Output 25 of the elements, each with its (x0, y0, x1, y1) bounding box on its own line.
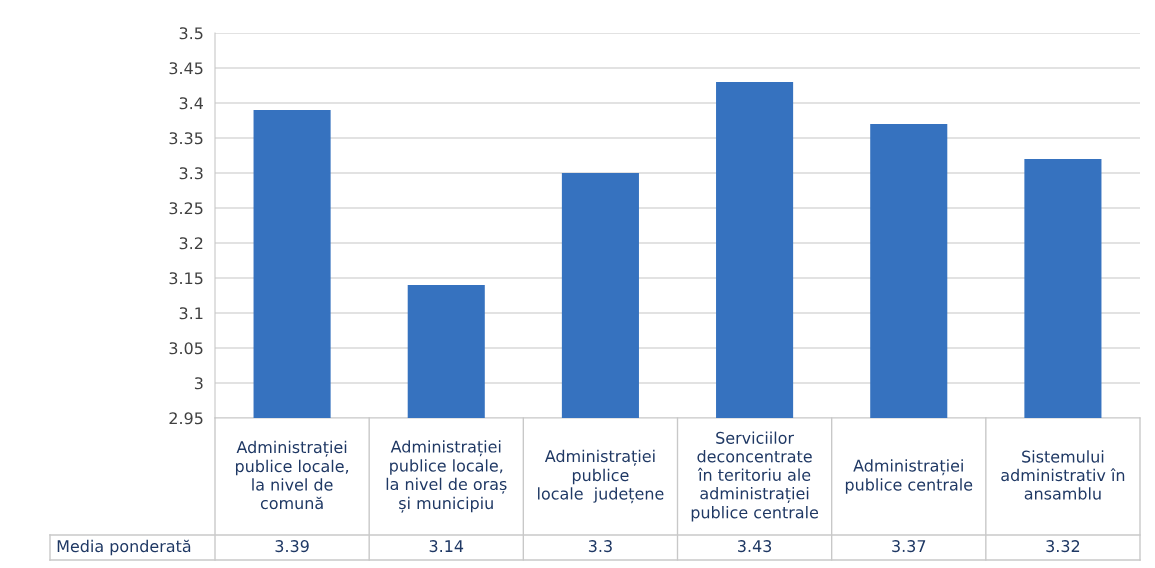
data-label: 3.37 (892, 540, 926, 553)
data-label: 3.39 (275, 540, 309, 553)
x-tick-label: Administrației publice centrale (845, 459, 973, 494)
text: Media ponderată (57, 539, 191, 556)
y-tick-label: 3.2 (179, 237, 203, 250)
y-tick-label: 3.45 (169, 62, 203, 75)
y-tick-label: 3 (194, 377, 203, 390)
data-label: 3.43 (738, 540, 772, 553)
x-tick-label: Administrației publice locale, la nivel de oraș și municipiu (386, 440, 507, 513)
y-tick-label: 3.05 (169, 342, 203, 355)
data-label: 3.3 (588, 540, 612, 553)
y-tick-label: 3.4 (179, 97, 203, 110)
y-tick-label: 3.15 (169, 272, 203, 285)
data-label: 3.32 (1046, 540, 1080, 553)
x-tick-label: Administrației publice locale județene (538, 449, 664, 504)
x-tick-label: Sistemului administrativ în ansamblu (1001, 450, 1125, 500)
y-tick-label: 3.5 (179, 27, 203, 40)
data-label: 3.14 (429, 540, 464, 553)
y-tick-label: 3.1 (179, 307, 203, 320)
y-tick-label: 3.3 (179, 167, 203, 180)
y-tick-label: 2.95 (169, 412, 203, 425)
x-tick-label: Administrației publice locale, la nivel de comună (235, 440, 349, 510)
y-tick-label: 3.35 (169, 132, 203, 145)
x-tick-label: Serviciilor deconcentrate în teritoriu ale administrației publice centrale (691, 431, 819, 522)
y-tick-label: 3.25 (169, 202, 203, 215)
